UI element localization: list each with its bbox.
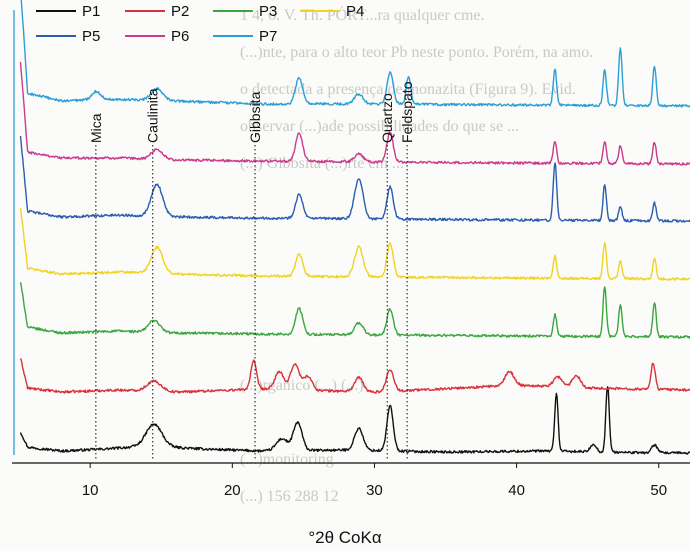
annotation-layer: Mica Caulinita Gibbsita Quartzo Feldspato	[88, 81, 415, 460]
series-line-p4	[19, 208, 690, 281]
background-text-line: (...) Gibbsita (...)rte em ...	[240, 155, 404, 172]
series-line-p3	[19, 282, 690, 339]
background-text-line: o detectada a presença de monazita (Figu…	[240, 81, 576, 98]
x-tick-label: 50	[650, 482, 667, 499]
annotation-label: Quartzo	[379, 93, 395, 143]
x-axis: 10 20 30 40 50	[12, 462, 690, 499]
series-line-p5	[19, 136, 690, 223]
annotation-label: Feldspato	[399, 81, 415, 143]
series-line-p7	[20, 0, 690, 108]
background-text-line: (...) 156 288 12	[240, 488, 339, 505]
x-axis-label: °2θ CoKα	[308, 528, 382, 547]
series-layer	[13, 0, 690, 455]
x-tick-label: 20	[224, 482, 241, 499]
legend-label-p3: P3	[259, 3, 277, 20]
legend-label-p2: P2	[171, 3, 189, 20]
legend-label-p6: P6	[171, 28, 189, 45]
legend-label-p4: P4	[346, 3, 364, 20]
background-text-line: (...)monitoring	[240, 451, 334, 468]
legend-label-p7: P7	[259, 28, 277, 45]
background-text-line: (...)nte, para o alto teor Pb neste pont…	[240, 44, 593, 61]
series-line-p2	[19, 358, 690, 394]
series-line-p6	[19, 61, 690, 166]
background-page-text: 1 4, 6. V. Th. PÓRT...ra qualquer cme. (.…	[240, 5, 593, 505]
legend-label-p5: P5	[82, 28, 100, 45]
x-tick-label: 40	[508, 482, 525, 499]
legend-label-p1: P1	[82, 3, 100, 20]
x-tick-label: 10	[82, 482, 99, 499]
x-tick-label: 30	[366, 482, 383, 499]
annotation-label: Caulinita	[145, 88, 161, 143]
legend: P1 P2 P3 P4 P5 P6 P7	[36, 3, 364, 45]
annotation-label: Mica	[88, 113, 104, 143]
series-line-p1	[19, 386, 690, 455]
annotation-label: Gibbsita	[247, 91, 263, 143]
background-text-line: observar (...)ade possibilidades do que …	[240, 118, 519, 135]
background-text-line: 1 4, 6. V. Th. PÓRT...ra qualquer cme.	[240, 5, 485, 24]
